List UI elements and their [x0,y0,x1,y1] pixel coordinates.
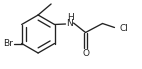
Text: O: O [82,49,89,58]
Text: Cl: Cl [119,24,128,33]
Text: N: N [66,19,73,28]
Text: Br: Br [3,39,13,48]
Text: H: H [67,13,74,22]
